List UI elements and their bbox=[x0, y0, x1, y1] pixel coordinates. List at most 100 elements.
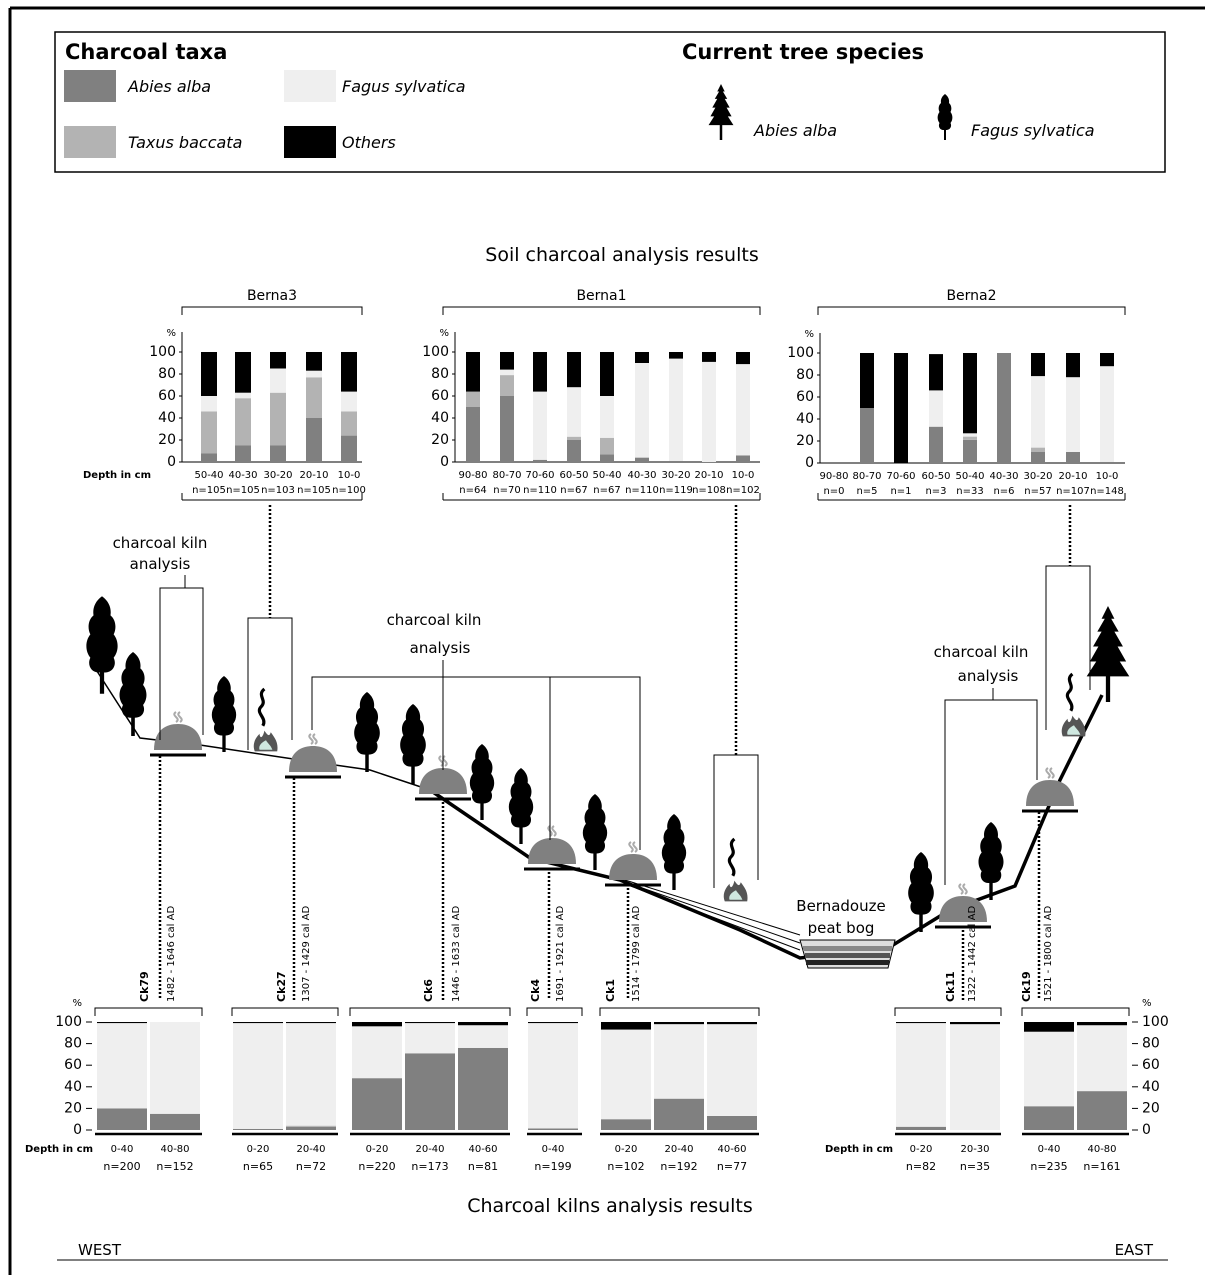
bar-segment bbox=[600, 437, 614, 455]
legend-swatch bbox=[284, 70, 336, 102]
bar-segment bbox=[963, 433, 977, 437]
n-label: n=200 bbox=[103, 1160, 140, 1173]
y-tick-label: 80 bbox=[158, 366, 176, 382]
bar-segment bbox=[405, 1023, 455, 1054]
bar-segment bbox=[1024, 1031, 1074, 1107]
n-label: n=72 bbox=[296, 1160, 326, 1173]
n-label: n=192 bbox=[660, 1160, 697, 1173]
bracket bbox=[599, 1007, 760, 1016]
bar-segment bbox=[201, 396, 217, 412]
bar-segment bbox=[500, 396, 514, 462]
bar-segment bbox=[896, 1023, 946, 1127]
bar-segment bbox=[1100, 366, 1114, 462]
kiln-name: Ck11 bbox=[944, 971, 957, 1002]
bar-segment bbox=[150, 1113, 200, 1130]
y-tick-label: 60 bbox=[64, 1057, 82, 1073]
x-tick-label: 0-20 bbox=[366, 1144, 389, 1155]
n-label: n=199 bbox=[534, 1160, 571, 1173]
bar-segment bbox=[235, 352, 251, 393]
bar-segment bbox=[458, 1047, 508, 1130]
kiln-date: 1691 - 1921 cal AD bbox=[555, 906, 566, 1002]
x-tick-label: 20-40 bbox=[415, 1144, 444, 1155]
bar-segment bbox=[528, 1127, 578, 1129]
x-tick-label: 30-20 bbox=[1023, 471, 1052, 482]
bar-segment bbox=[306, 370, 322, 378]
bar-segment bbox=[235, 392, 251, 399]
bar-segment bbox=[458, 1022, 508, 1026]
x-tick-label: 20-10 bbox=[299, 470, 328, 481]
x-tick-label: 60-50 bbox=[559, 470, 588, 481]
y-axis-label: % bbox=[439, 328, 449, 339]
bar-segment bbox=[654, 1024, 704, 1099]
kiln-name: Ck4 bbox=[529, 979, 542, 1002]
bar-segment bbox=[567, 387, 581, 437]
x-tick-label: 0-20 bbox=[910, 1144, 933, 1155]
bar-segment bbox=[1031, 447, 1045, 452]
bar-segment bbox=[201, 411, 217, 454]
bar-segment bbox=[654, 1022, 704, 1025]
bar-segment bbox=[233, 1022, 283, 1024]
bar-segment bbox=[286, 1126, 336, 1130]
x-tick-label: 50-40 bbox=[955, 471, 984, 482]
legend-swatch bbox=[64, 70, 116, 102]
x-axis-label: Depth in cm bbox=[25, 1144, 93, 1155]
kiln-date: 1307 - 1429 cal AD bbox=[301, 906, 312, 1002]
x-tick-label: 10-0 bbox=[1096, 471, 1119, 482]
bar-segment bbox=[286, 1125, 336, 1127]
bar-segment bbox=[707, 1024, 757, 1116]
n-label: n=119 bbox=[659, 485, 693, 496]
bar-segment bbox=[736, 455, 750, 462]
x-tick-label: 60-50 bbox=[921, 471, 950, 482]
bar-segment bbox=[1077, 1091, 1127, 1130]
kiln-date: 1482 - 1646 cal AD bbox=[166, 906, 177, 1002]
kiln-date: 1322 - 1442 cal AD bbox=[967, 906, 978, 1002]
y-tick-label: 100 bbox=[422, 344, 449, 360]
kilns bbox=[150, 710, 1078, 929]
y-tick-label: 0 bbox=[805, 455, 814, 471]
bar-segment bbox=[669, 460, 683, 462]
x-tick-label: 40-60 bbox=[717, 1144, 746, 1155]
bar-segment bbox=[233, 1128, 283, 1130]
bracket bbox=[526, 1007, 583, 1016]
bar-segment bbox=[1066, 377, 1080, 452]
bar-segment bbox=[669, 358, 683, 461]
y-tick-label: 40 bbox=[64, 1079, 82, 1095]
x-tick-label: 80-70 bbox=[492, 470, 521, 481]
bar-segment bbox=[707, 1115, 757, 1130]
n-label: n=110 bbox=[625, 485, 659, 496]
n-label: n=70 bbox=[493, 485, 520, 496]
n-label: n=173 bbox=[411, 1160, 448, 1173]
y-tick-label: 20 bbox=[64, 1100, 82, 1116]
legend-swatch bbox=[284, 126, 336, 158]
bar-segment bbox=[1031, 376, 1045, 448]
bar-segment bbox=[500, 352, 514, 370]
y-tick-label: 60 bbox=[158, 388, 176, 404]
n-label: n=65 bbox=[243, 1160, 273, 1173]
bar-segment bbox=[286, 1023, 336, 1126]
bar-segment bbox=[533, 459, 547, 462]
legend-swatch bbox=[64, 126, 116, 158]
tree-legend-label: Abies alba bbox=[753, 121, 837, 140]
tree-legend-label: Fagus sylvatica bbox=[971, 121, 1095, 140]
x-tick-label: 30-20 bbox=[263, 470, 292, 481]
y-tick-label: 40 bbox=[431, 410, 449, 426]
x-tick-label: 40-30 bbox=[627, 470, 656, 481]
bar-segment bbox=[352, 1026, 402, 1079]
bracket bbox=[894, 1007, 1002, 1016]
bar-segment bbox=[528, 1022, 578, 1024]
y-tick-label: 60 bbox=[796, 389, 814, 405]
bar-segment bbox=[929, 426, 943, 463]
bar-segment bbox=[1066, 353, 1080, 378]
bar-segment bbox=[601, 1022, 651, 1030]
y-tick-label: 20 bbox=[796, 433, 814, 449]
bar-segment bbox=[306, 377, 322, 418]
bar-segment bbox=[601, 1119, 651, 1130]
bar-segment bbox=[635, 457, 649, 462]
bar-segment bbox=[600, 454, 614, 462]
n-label: n=77 bbox=[717, 1160, 747, 1173]
n-label: n=64 bbox=[459, 485, 486, 496]
y-axis-label: % bbox=[166, 328, 176, 339]
west-label: WEST bbox=[78, 1241, 122, 1259]
bar-segment bbox=[286, 1022, 336, 1024]
kiln-name: Ck1 bbox=[604, 979, 617, 1002]
